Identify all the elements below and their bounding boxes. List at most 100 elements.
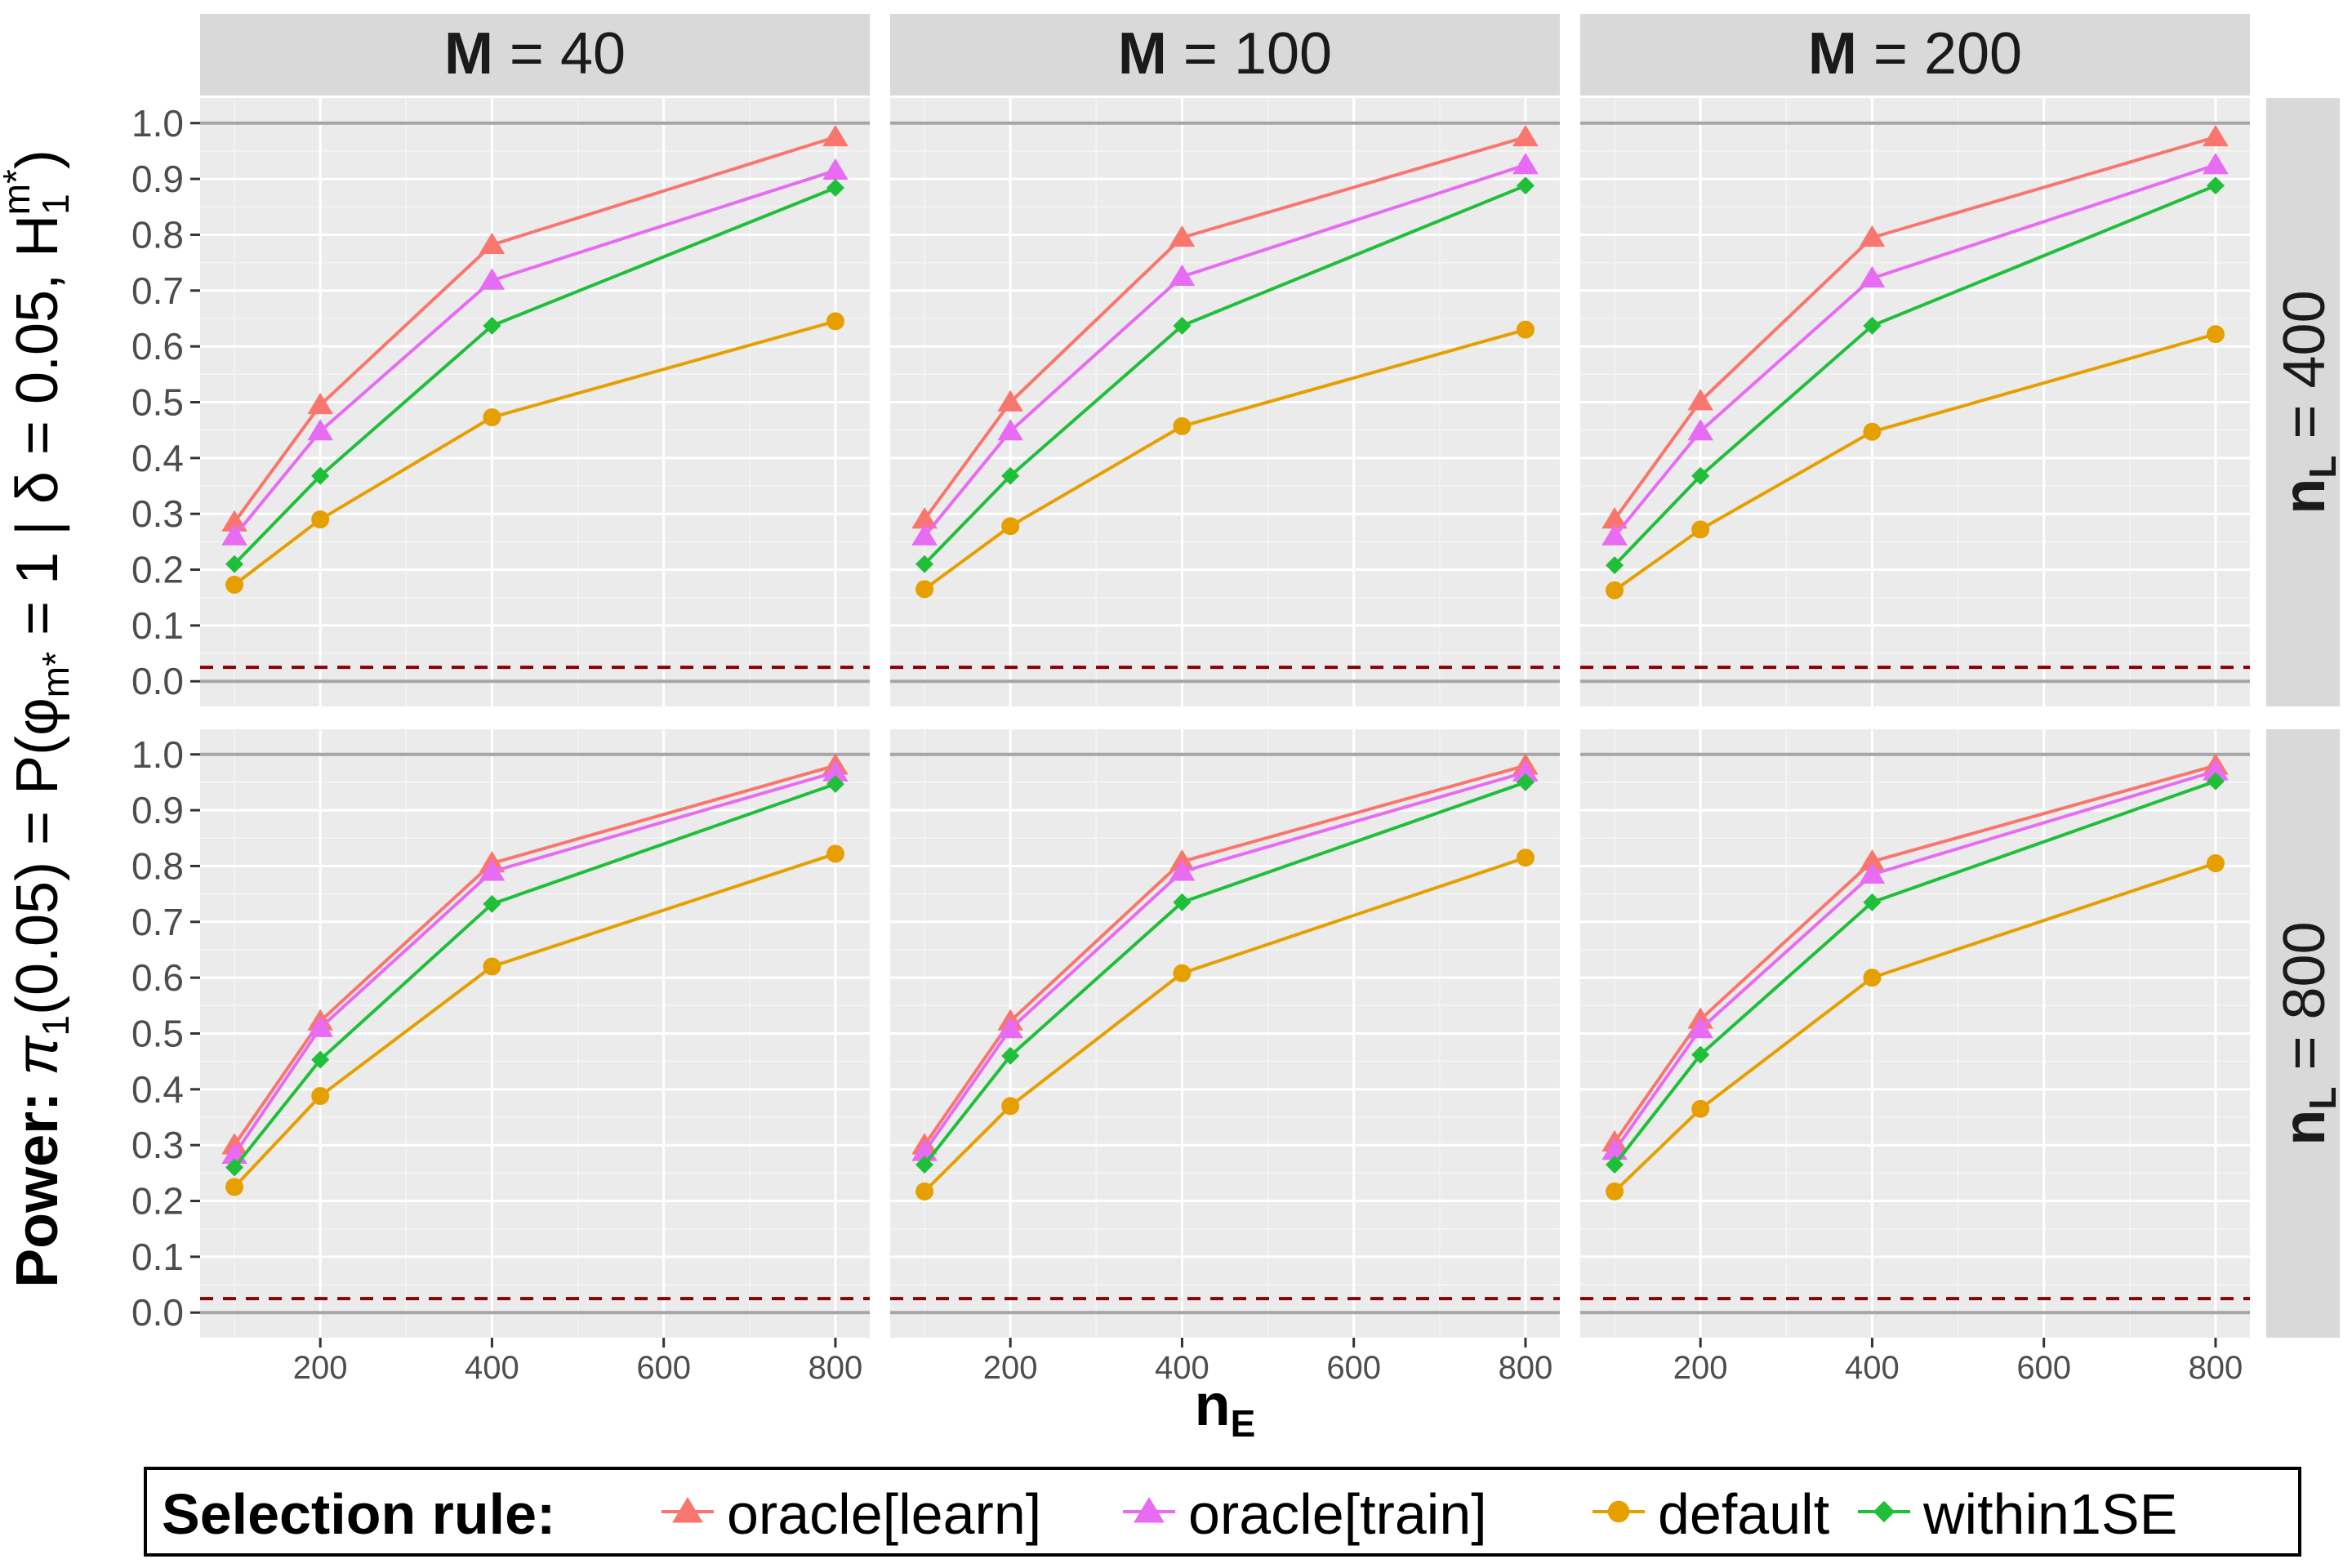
data-point <box>822 760 849 782</box>
series-line <box>1613 135 2216 521</box>
column-strip-3 <box>1580 14 2250 96</box>
panel-row1-col2 <box>890 98 1560 706</box>
series-line <box>923 163 1526 537</box>
x-axis-title: nE <box>1195 1373 1256 1445</box>
series-default <box>915 849 1535 1200</box>
series-line <box>923 184 1526 566</box>
data-point <box>1863 969 1882 987</box>
y-tick-label: 0.3 <box>131 1124 184 1166</box>
series-line <box>233 770 836 1156</box>
y-tick-label: 0.6 <box>131 325 184 368</box>
data-point <box>1606 1156 1624 1174</box>
series-line <box>233 782 836 1169</box>
column-strip-2 <box>890 14 1560 96</box>
data-point <box>2203 759 2229 781</box>
series-line <box>1613 332 2216 592</box>
series-line <box>1613 764 2216 1143</box>
series-default <box>1606 854 2225 1200</box>
y-axis-title: Power: π1(0.05) = P(φm* = 1 | δ = 0.05, … <box>0 149 77 1288</box>
row-strip-label-1: nL = 400 <box>2272 290 2344 514</box>
data-point <box>1691 1045 1710 1064</box>
x-tick-label: 600 <box>636 1350 691 1386</box>
data-point <box>483 957 501 976</box>
legend: Selection rule: oracle[learn] oracle[trai… <box>144 1467 2301 1557</box>
data-point <box>911 523 938 546</box>
series-default <box>225 312 844 594</box>
data-point <box>1859 265 1886 288</box>
axes-layer: 0.0 0.1 0.2 0.3 0.4 0.5 0.6 0.7 0.8 0.9 1.0 0.0 0.1 0… <box>131 102 2243 1386</box>
data-point <box>1173 316 1192 335</box>
data-point <box>915 580 934 599</box>
data-point <box>826 774 844 793</box>
data-point <box>1691 520 1710 539</box>
legend-item-default: default <box>1592 1482 1829 1546</box>
series-line <box>233 319 836 586</box>
series-oracle[train] <box>1601 153 2229 546</box>
series-line <box>923 327 1526 591</box>
data-point <box>307 392 333 415</box>
x-tick-label: 800 <box>808 1350 863 1386</box>
data-point <box>915 1182 934 1200</box>
series-line <box>1613 779 2216 1166</box>
data-point <box>1606 556 1624 575</box>
series-line <box>923 135 1526 521</box>
series-line <box>233 764 836 1147</box>
y-tick-label: 0.6 <box>131 956 184 999</box>
y-tick-label: 0.1 <box>131 1236 184 1278</box>
x-tick-label: 200 <box>1673 1350 1728 1386</box>
x-tick-label: 200 <box>293 1350 348 1386</box>
series-default <box>1606 325 2225 599</box>
data-point <box>1859 225 1886 247</box>
series-within1SE <box>225 179 844 573</box>
x-tick-label: 400 <box>465 1350 519 1386</box>
legend-items: oracle[learn] oracle[train] default within1… <box>662 1482 2177 1546</box>
series-oracle[train] <box>221 760 849 1165</box>
data-point <box>1601 507 1628 529</box>
data-point <box>1859 849 1886 871</box>
x-title-main: n <box>1195 1373 1231 1438</box>
y-tick-label: 0.2 <box>131 1180 184 1223</box>
legend-title: Selection rule: <box>162 1482 555 1546</box>
data-point <box>483 316 501 335</box>
x-tick-label: 800 <box>1499 1350 1553 1386</box>
data-point <box>479 268 506 290</box>
legend-key-marker <box>1134 1497 1165 1523</box>
data-point <box>2203 153 2229 175</box>
data-point <box>307 1015 333 1037</box>
y-title-bold: Power: <box>5 1076 70 1288</box>
x-tick-label: 400 <box>1845 1350 1900 1386</box>
y-title-phi-sub: m* <box>34 652 77 697</box>
column-strip-label-3: M = 200 <box>1808 21 2022 87</box>
data-point <box>915 555 934 573</box>
column-strip-1 <box>200 14 870 96</box>
panel-row2-col1 <box>200 729 870 1338</box>
data-point <box>1173 964 1192 982</box>
y-tick-label: 0.5 <box>131 1013 184 1055</box>
data-point <box>479 859 506 881</box>
series-within1SE <box>225 774 844 1177</box>
legend-item-label: within1SE <box>1922 1482 2177 1546</box>
legend-key-marker <box>672 1497 703 1523</box>
data-point <box>221 523 247 546</box>
data-point <box>1687 1017 1713 1039</box>
data-point <box>1516 176 1535 195</box>
y-title-pi: π <box>5 1035 70 1076</box>
legend-key-marker <box>1607 1500 1630 1523</box>
data-point <box>1512 153 1539 175</box>
y-tick-label: 0.4 <box>131 1068 184 1111</box>
y-tick-label: 0.7 <box>131 270 184 312</box>
data-point <box>1516 849 1535 867</box>
data-point <box>997 1017 1023 1039</box>
data-point <box>311 1087 330 1106</box>
data-point <box>1691 466 1710 485</box>
y-tick-label: 0.8 <box>131 844 184 887</box>
y-tick-label: 0.3 <box>131 492 184 535</box>
data-point <box>311 466 330 485</box>
data-point <box>826 179 844 198</box>
series-line <box>233 168 836 537</box>
series-line <box>923 764 1526 1147</box>
data-point <box>311 510 330 529</box>
data-point <box>997 419 1023 441</box>
data-point <box>1687 389 1713 411</box>
series-within1SE <box>1606 176 2225 575</box>
